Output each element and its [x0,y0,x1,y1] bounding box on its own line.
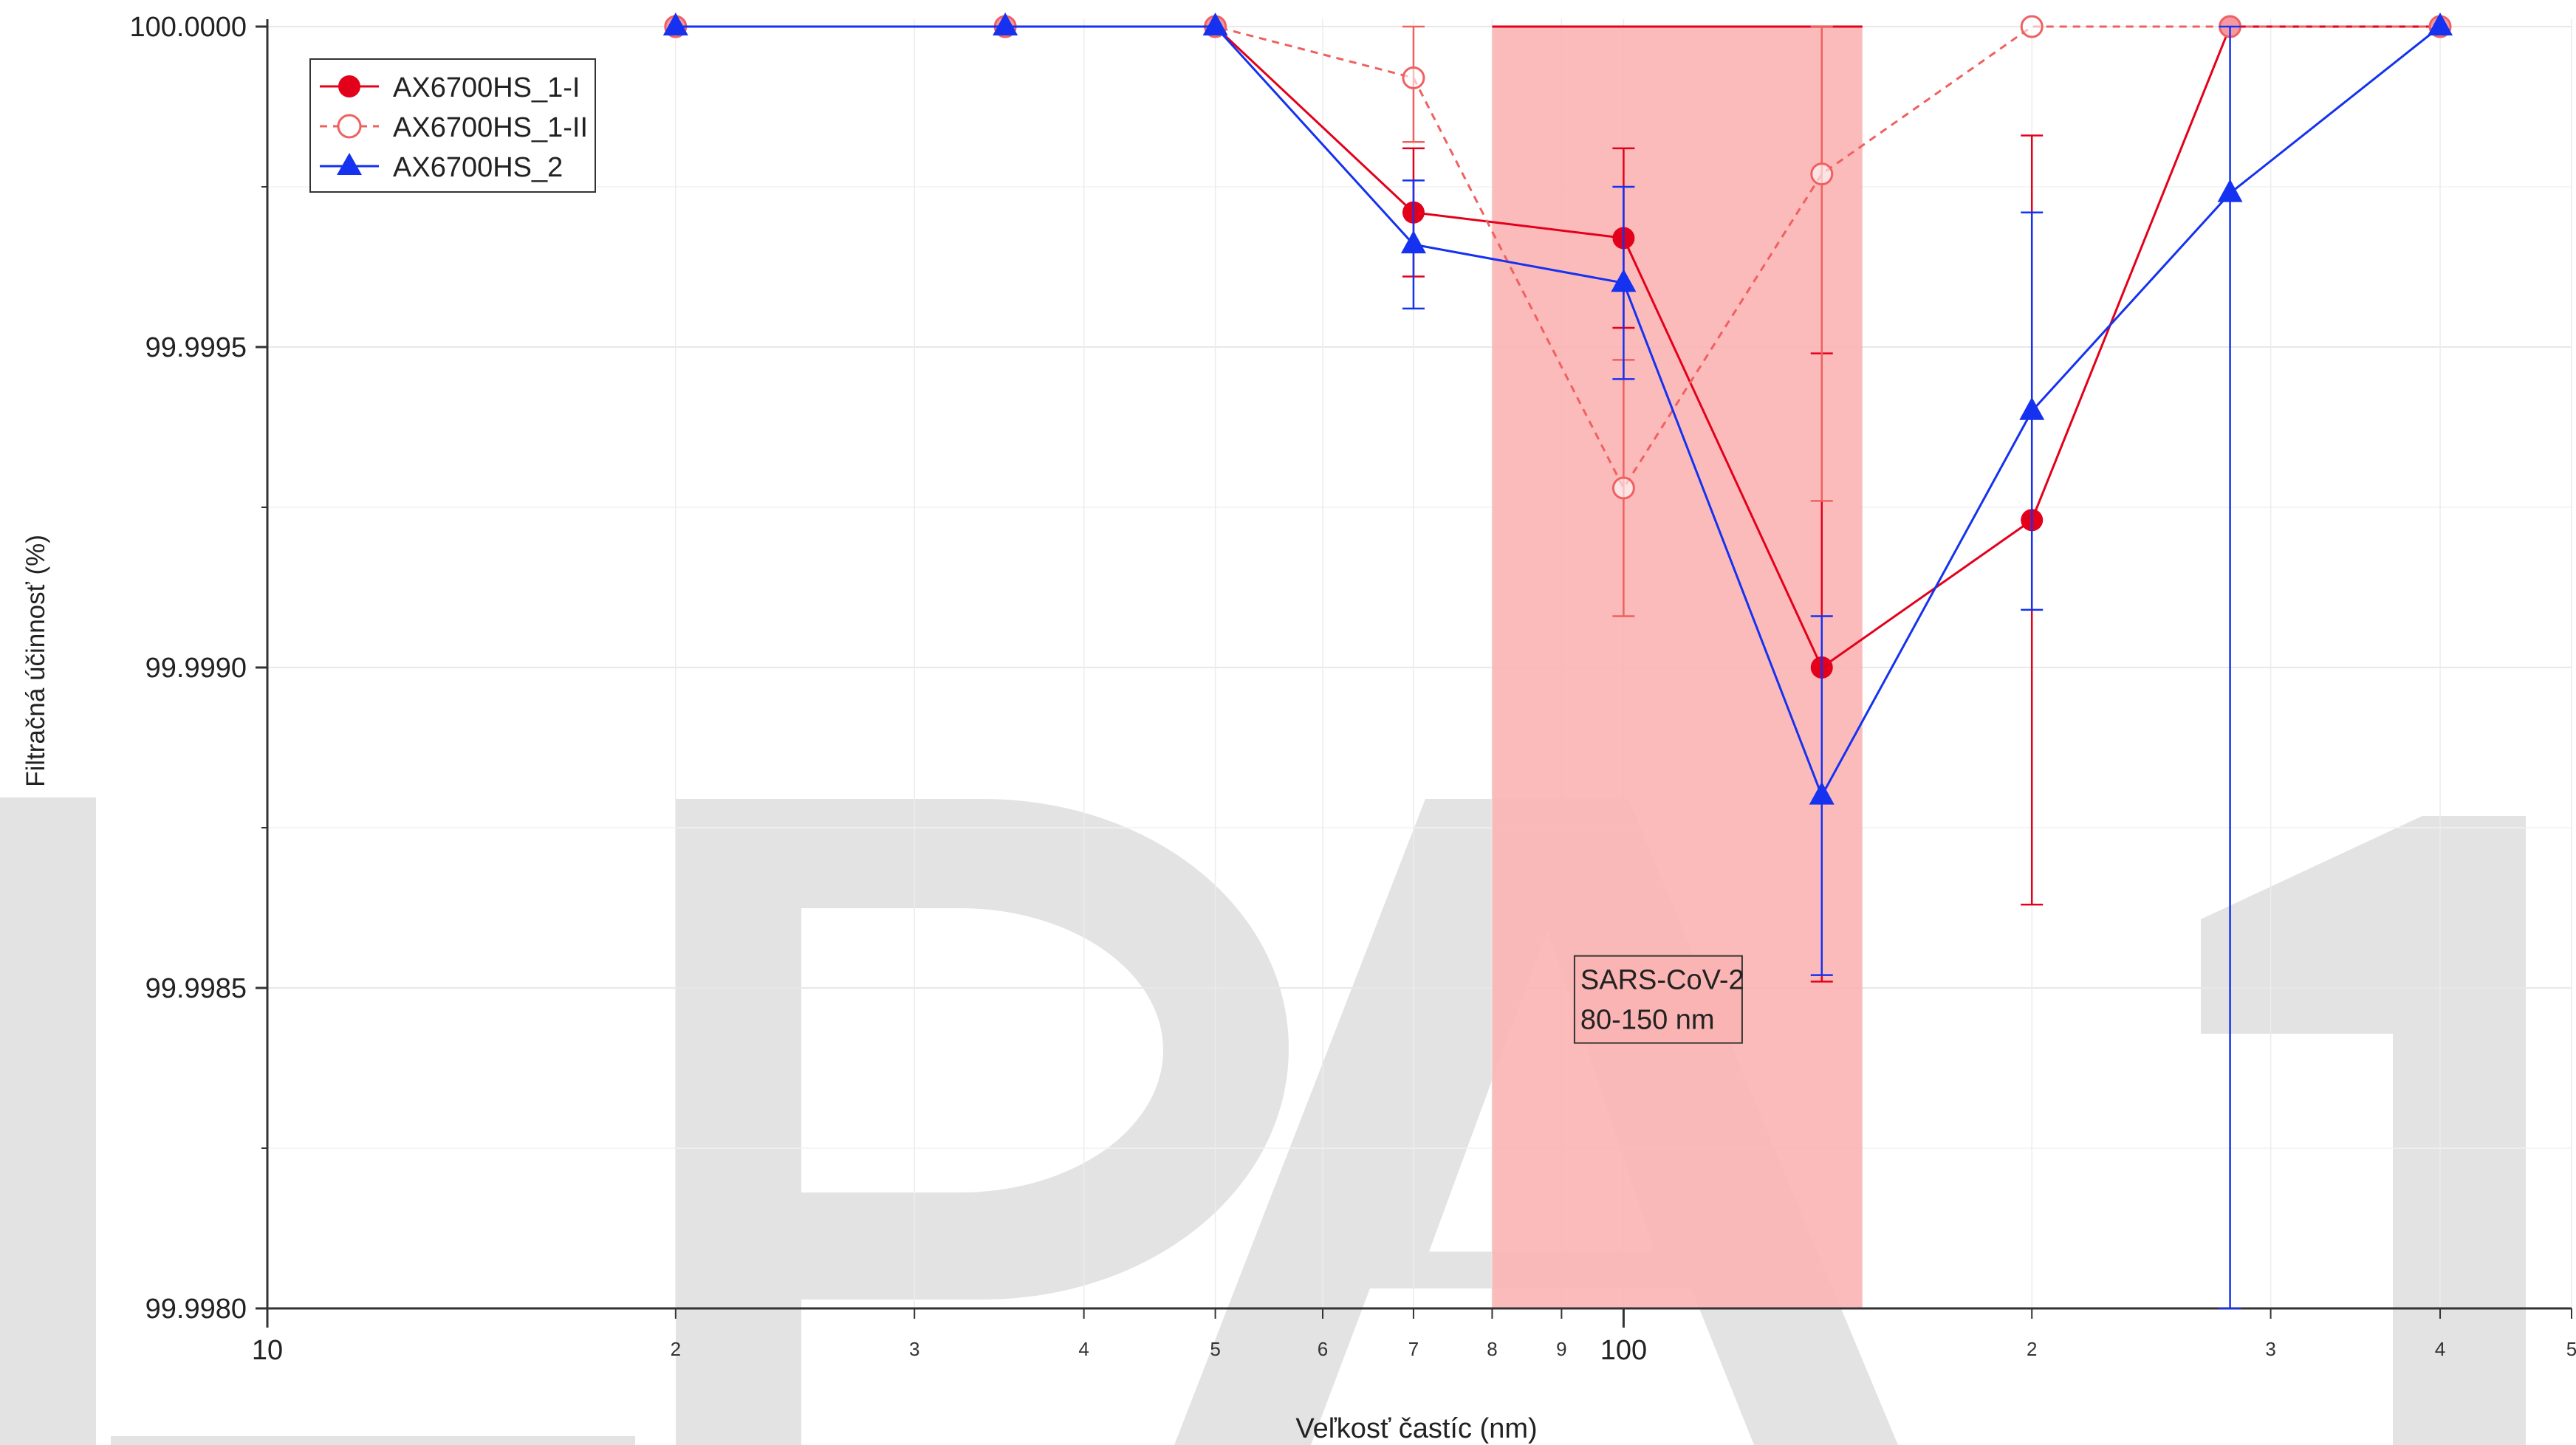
y-tick-label: 99.9980 [145,1294,247,1325]
x-minor-tick-label: 2 [2027,1338,2037,1360]
x-minor-tick-label: 9 [1556,1338,1566,1360]
legend-label-ax6700hs-1-i: AX6700HS_1-I [393,72,580,103]
series [662,13,2453,1310]
highlight-region [1492,25,1863,1308]
x-axis-title: Veľkosť častíc (nm) [1295,1413,1537,1444]
highlight-annotation-line-2: 80-150 nm [1580,1005,1715,1036]
y-tick-label: 99.9990 [145,653,247,684]
y-axis-title: Filtračná účinnosť (%) [21,535,50,787]
data-point [1810,162,1834,186]
y-tick-label: 100.0000 [130,12,247,43]
x-minor-tick-label: 5 [1210,1338,1220,1360]
data-point [993,13,1018,35]
x-minor-tick-label: 6 [1318,1338,1328,1360]
data-point [1611,476,1635,500]
highlight-annotation-line-1: SARS-CoV-2 [1580,965,1744,996]
y-tick-label: 99.9985 [145,973,247,1004]
data-point [1809,781,1835,805]
x-minor-tick-label: 8 [1487,1338,1497,1360]
x-minor-tick-label: 3 [2265,1338,2275,1360]
highlight-annotation-box [1573,955,1743,1044]
data-point [1400,230,1426,254]
data-point [1202,13,1228,35]
watermark-letter-l-base [111,1436,635,1445]
legend-label-ax6700hs-2: AX6700HS_2 [393,152,563,183]
x-minor-tick-label: 2 [671,1338,681,1360]
legend-label-ax6700hs-1-ii: AX6700HS_1-II [393,112,588,143]
legend-marker-ax6700hs-1-ii [337,114,362,139]
data-point [1402,66,1425,89]
x-minor-tick-label: 4 [1078,1338,1089,1360]
legend-marker-ax6700hs-1-i [338,75,360,97]
highlight-annotation: SARS-CoV-2 80-150 nm [1573,955,1744,1044]
y-tick-label: 99.9995 [145,332,247,363]
x-minor-tick-label: 3 [909,1338,919,1360]
watermark-digit-1 [2201,816,2526,1445]
x-major-tick-label: 10 [252,1335,283,1366]
data-point [1611,269,1637,292]
data-point [662,13,688,35]
x-minor-tick-label: 4 [2435,1338,2445,1360]
data-point [2019,397,2045,420]
legend: AX6700HS_1-I AX6700HS_1-II AX6700HS_2 [309,58,596,193]
x-minor-tick-label: 5 [2566,1338,2576,1360]
watermark-letter-u [0,797,96,1445]
x-major-tick-label: 100 [1600,1335,1647,1366]
legend-marker-ax6700hs-2 [337,153,362,175]
data-point [2020,15,2044,38]
data-point [2428,13,2453,35]
highlight-band [1492,27,1863,1308]
watermark-letter-p [676,799,1289,1445]
series-ax6700hs_2 [662,13,2453,1310]
x-minor-tick-label: 7 [1408,1338,1419,1360]
data-point [2217,179,2243,202]
